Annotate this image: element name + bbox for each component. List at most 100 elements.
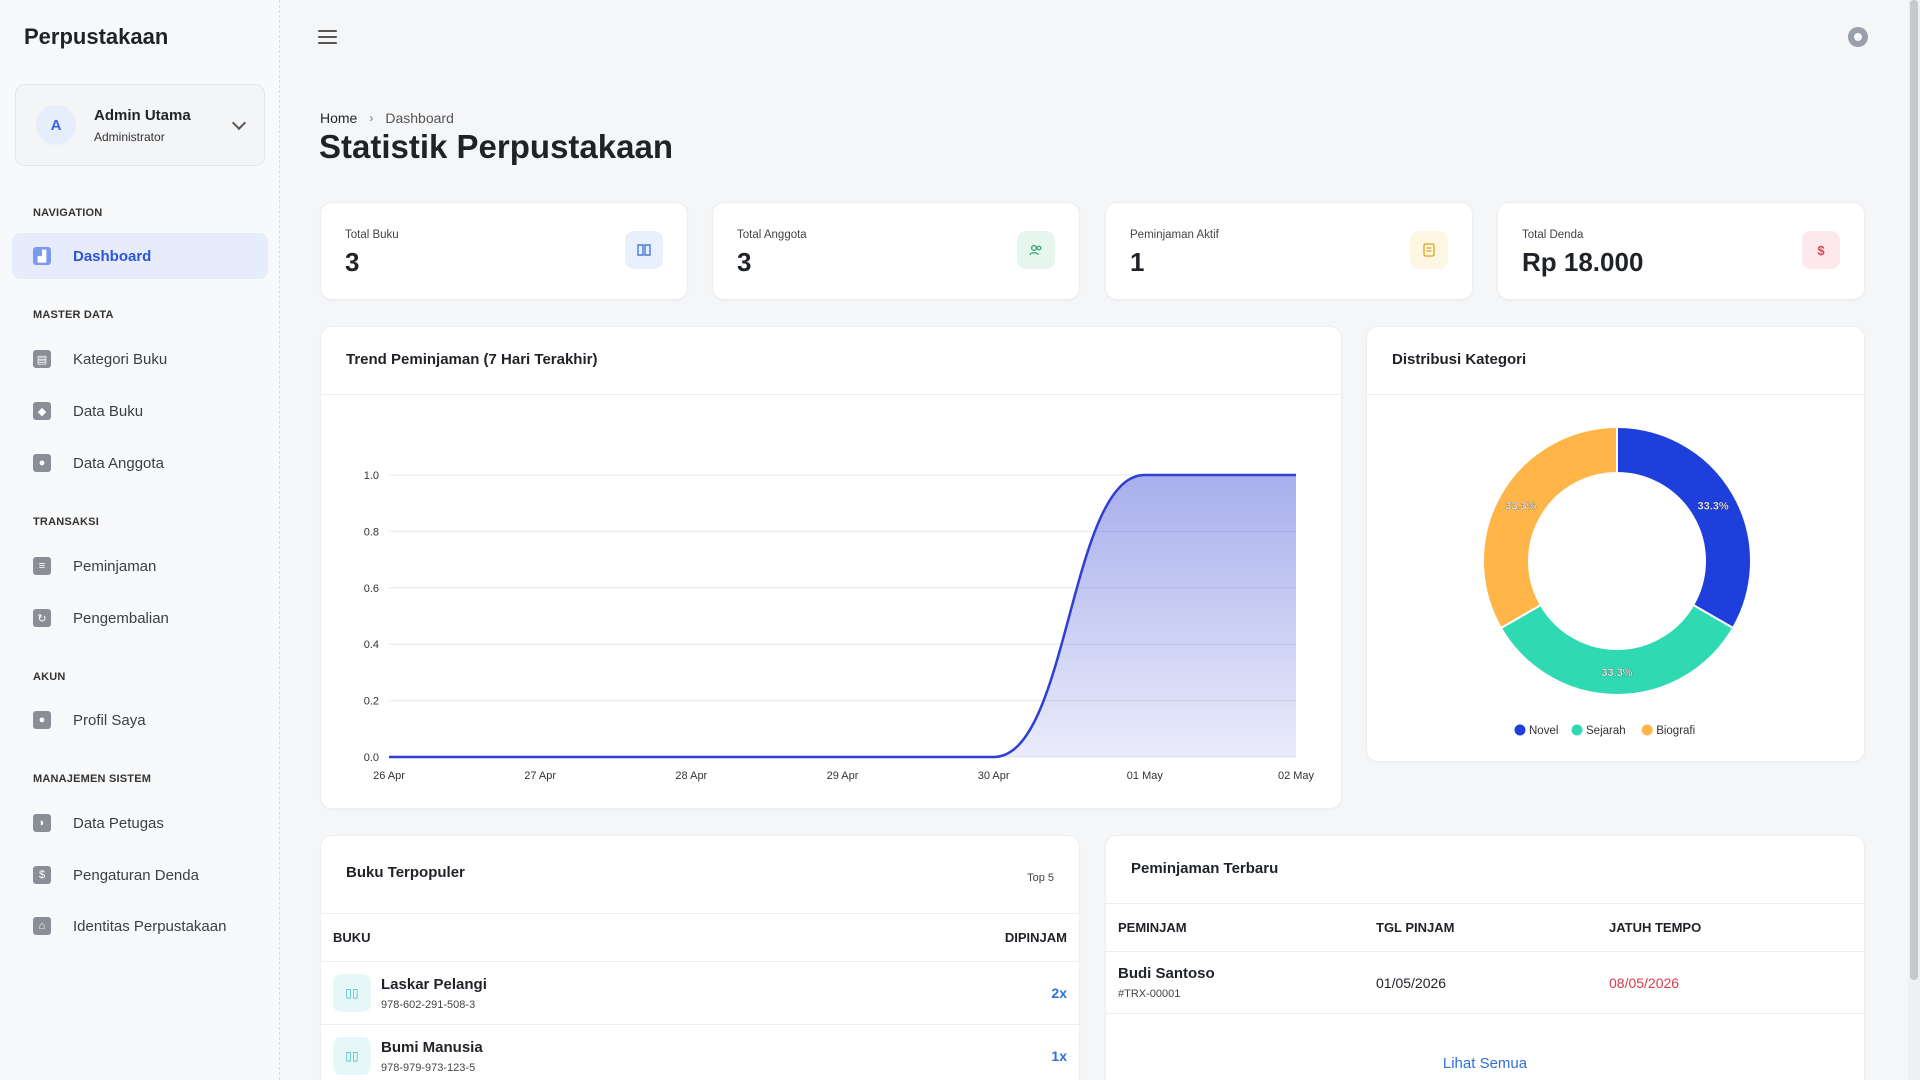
slice-label: 33.3%	[1505, 501, 1536, 513]
y-tick-label: 0.4	[364, 639, 379, 651]
sidebar: Perpustakaan A Admin Utama Administrator…	[0, 0, 280, 1080]
box-icon: ◆	[33, 402, 51, 420]
sidebar-item-label: Peminjaman	[73, 557, 157, 575]
dollar-icon: $	[33, 866, 51, 884]
sidebar-item-profil-saya[interactable]: ● Profil Saya	[12, 697, 268, 743]
x-tick-label: 01 May	[1127, 770, 1164, 782]
stat-value: 3	[345, 247, 360, 277]
recent-loans-table: PEMINJAM TGL PINJAM JATUH TEMPO Budi San…	[1106, 903, 1864, 1014]
nav-section-transaksi: TRANSAKSI	[33, 516, 99, 528]
user-name: Admin Utama	[94, 106, 191, 124]
x-tick-label: 28 Apr	[675, 770, 707, 782]
sidebar-item-peminjaman[interactable]: ≡ Peminjaman	[12, 543, 268, 589]
legend-swatch	[1514, 724, 1526, 736]
hamburger-menu-icon[interactable]	[318, 30, 337, 48]
x-tick-label: 30 Apr	[978, 770, 1010, 782]
donut-slice	[1499, 603, 1735, 696]
stat-label: Total Anggota	[737, 229, 807, 241]
y-tick-label: 0.8	[364, 526, 379, 538]
y-tick-label: 1.0	[364, 470, 379, 482]
book-icon: ▯▯	[333, 1037, 371, 1075]
borrow-date: 01/05/2026	[1364, 951, 1597, 1014]
sidebar-item-data-buku[interactable]: ◆ Data Buku	[12, 388, 268, 434]
chevron-right-icon: ›	[369, 111, 374, 125]
table-row[interactable]: Budi Santoso #TRX-00001 01/05/2026 08/05…	[1106, 951, 1864, 1014]
sidebar-item-identitas-perpustakaan[interactable]: ⌂ Identitas Perpustakaan	[12, 903, 268, 949]
book-title: Bumi Manusia	[381, 1038, 483, 1056]
category-chart-title: Distribusi Kategori	[1392, 351, 1527, 368]
book-icon: ▯▯	[333, 974, 371, 1012]
stat-card-total-buku: Total Buku 3	[320, 202, 688, 300]
user-icon: ●	[33, 454, 51, 472]
breadcrumb-home[interactable]: Home	[320, 110, 358, 126]
stat-value: 3	[737, 247, 752, 277]
x-tick-label: 29 Apr	[827, 770, 859, 782]
column-header-count: DIPINJAM	[831, 913, 1079, 962]
refresh-icon: ↻	[33, 609, 51, 627]
trend-area-chart: 0.0 0.2 0.4 0.6 0.8 1.0 26 Apr 27 Apr 28 Apr 29 A…	[364, 470, 1315, 782]
stat-label: Total Denda	[1522, 229, 1584, 241]
document-icon: ≡	[33, 557, 51, 575]
card-divider	[1367, 394, 1864, 395]
book-isbn: 978-602-291-508-3	[381, 998, 476, 1011]
borrow-count: 2x	[831, 961, 1079, 1025]
legend-label: Biografi	[1656, 725, 1695, 737]
column-header-borrower: PEMINJAM	[1106, 903, 1364, 952]
y-tick-label: 0.6	[364, 583, 379, 595]
sidebar-item-kategori-buku[interactable]: ▤ Kategori Buku	[12, 336, 268, 382]
transaction-code: #TRX-00001	[1118, 988, 1181, 1000]
sidebar-item-dashboard[interactable]: ▟ Dashboard	[12, 233, 268, 279]
nav-section-sistem: MANAJEMEN SISTEM	[33, 773, 152, 785]
popular-books-card: Buku Terpopuler Top 5 BUKU DIPINJAM ▯▯ L…	[320, 835, 1080, 1080]
nav-section-master: MASTER DATA	[33, 309, 114, 321]
legend-label: Novel	[1529, 725, 1558, 737]
sidebar-item-data-petugas[interactable]: ◗ Data Petugas	[12, 800, 268, 846]
sidebar-item-label: Data Buku	[73, 402, 144, 420]
breadcrumb-current: Dashboard	[385, 110, 454, 126]
avatar: A	[36, 105, 76, 145]
sidebar-item-label: Identitas Perpustakaan	[73, 917, 227, 935]
slice-label: 33.3%	[1601, 667, 1632, 679]
sidebar-item-label: Profil Saya	[73, 711, 146, 729]
shield-icon: ◗	[33, 814, 51, 832]
stat-label: Peminjaman Aktif	[1130, 229, 1219, 241]
due-date: 08/05/2026	[1597, 951, 1864, 1014]
user-card[interactable]: A Admin Utama Administrator	[15, 84, 265, 166]
see-all-link[interactable]: Lihat Semua	[1442, 1055, 1528, 1072]
sidebar-item-label: Kategori Buku	[73, 350, 168, 368]
stat-value: Rp 18.000	[1522, 247, 1644, 277]
clipboard-icon	[1410, 231, 1448, 269]
stat-card-total-anggota: Total Anggota 3	[712, 202, 1080, 300]
nav-section-akun: AKUN	[33, 671, 66, 683]
category-chart-card: Distribusi Kategori 33.3% 33.3% 33.3% Novel…	[1366, 326, 1865, 762]
column-header-due: JATUH TEMPO	[1597, 903, 1864, 952]
trend-chart-title: Trend Peminjaman (7 Hari Terakhir)	[346, 351, 598, 368]
legend-swatch	[1641, 724, 1653, 736]
sidebar-item-pengembalian[interactable]: ↻ Pengembalian	[12, 595, 268, 641]
series-line	[389, 473, 1296, 759]
table-row[interactable]: ▯▯ Laskar Pelangi 978-602-291-508-3 2x	[321, 961, 1079, 1025]
category-icon: ▤	[33, 350, 51, 368]
scrollbar-thumb[interactable]	[1910, 0, 1918, 980]
sidebar-item-label: Dashboard	[73, 247, 152, 265]
sidebar-item-pengaturan-denda[interactable]: $ Pengaturan Denda	[12, 852, 268, 898]
chevron-down-icon[interactable]	[231, 115, 247, 131]
y-tick-label: 0.2	[364, 696, 379, 708]
recent-loans-card: Peminjaman Terbaru PEMINJAM TGL PINJAM J…	[1105, 835, 1865, 1080]
user-icon: ●	[33, 711, 51, 729]
borrow-count: 1x	[831, 1024, 1079, 1080]
sidebar-item-data-anggota[interactable]: ● Data Anggota	[12, 440, 268, 486]
column-header-date: TGL PINJAM	[1364, 903, 1597, 952]
legend-swatch	[1571, 724, 1583, 736]
chart-icon: ▟	[33, 247, 51, 265]
book-title: Laskar Pelangi	[381, 975, 487, 993]
popular-books-title: Buku Terpopuler	[346, 864, 465, 881]
column-header-book: BUKU	[321, 913, 832, 962]
table-row[interactable]: ▯▯ Bumi Manusia 978-979-973-123-5 1x	[321, 1024, 1079, 1080]
gear-icon[interactable]	[1848, 27, 1868, 47]
stat-card-total-denda: Total Denda Rp 18.000 $	[1497, 202, 1865, 300]
stat-label: Total Buku	[345, 229, 399, 241]
breadcrumb: Home › Dashboard	[320, 110, 454, 126]
stat-value: 1	[1130, 247, 1145, 277]
book-icon	[625, 231, 663, 269]
